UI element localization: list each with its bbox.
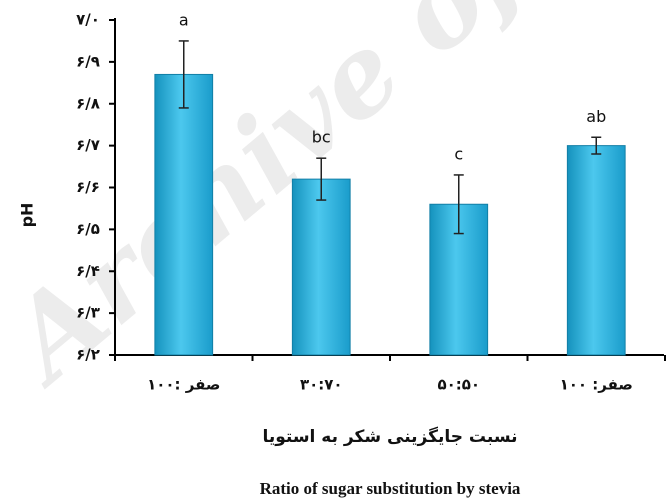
y-tick-label: ۶/۹ — [76, 52, 100, 70]
y-tick-label: ۷/۰ — [76, 11, 100, 29]
y-tick-label: ۶/۵ — [76, 220, 100, 238]
x-axis-label-en: Ratio of sugar substitution by stevia — [260, 479, 521, 498]
significance-letter: a — [179, 10, 189, 29]
y-tick-label: ۶/۳ — [76, 304, 100, 322]
y-tick-label: ۶/۴ — [76, 262, 100, 280]
bar — [154, 73, 214, 356]
x-axis-label: نسبت جایگزینی شکر به استویا — [262, 426, 517, 447]
significance-letter: bc — [312, 128, 331, 147]
x-tick-label: ۳۰:۷۰ — [300, 376, 343, 394]
x-tick-label: صفر: ۱۰۰ — [560, 376, 633, 394]
y-tick-label: ۶/۲ — [76, 346, 100, 364]
y-tick-label: ۶/۶ — [76, 178, 100, 196]
y-tick-label: ۶/۸ — [76, 94, 100, 112]
y-axis-label: pH — [18, 203, 37, 228]
bar — [566, 145, 626, 356]
x-tick-label: ۱۰۰: صفر — [147, 376, 220, 394]
y-tick-label: ۶/۷ — [76, 136, 100, 154]
significance-letter: c — [454, 144, 463, 163]
significance-letter: ab — [586, 107, 606, 126]
bar — [291, 178, 351, 356]
x-tick-label: ۵۰:۵۰ — [437, 376, 480, 394]
